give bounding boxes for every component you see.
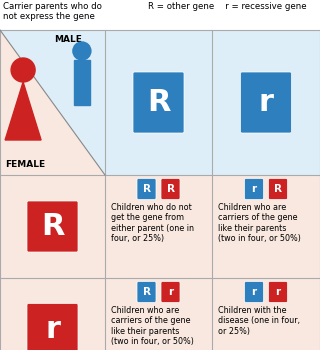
Bar: [0, 175, 105, 278]
Bar: [212, 278, 320, 350]
FancyBboxPatch shape: [244, 281, 263, 302]
Circle shape: [73, 42, 91, 60]
Text: R: R: [147, 88, 170, 117]
Text: Carrier parents who do
not express the gene: Carrier parents who do not express the g…: [3, 2, 102, 21]
Bar: [74, 60, 90, 105]
Text: r: r: [45, 315, 60, 343]
Bar: [105, 30, 212, 175]
Circle shape: [11, 58, 35, 82]
Bar: [105, 175, 212, 278]
Text: Children who are
carriers of the gene
like their parents
(two in four, or 50%): Children who are carriers of the gene li…: [111, 306, 194, 346]
FancyBboxPatch shape: [268, 178, 287, 199]
Bar: [105, 278, 212, 350]
FancyBboxPatch shape: [137, 178, 156, 199]
Text: FEMALE: FEMALE: [5, 160, 45, 169]
Text: r: r: [252, 184, 257, 194]
FancyBboxPatch shape: [161, 178, 180, 199]
FancyBboxPatch shape: [137, 281, 156, 302]
FancyBboxPatch shape: [133, 72, 184, 133]
Bar: [212, 175, 320, 278]
Text: MALE: MALE: [55, 35, 83, 44]
Text: R: R: [41, 212, 64, 241]
Text: r: r: [259, 88, 274, 117]
Text: Children who are
carriers of the gene
like their parents
(two in four, or 50%): Children who are carriers of the gene li…: [218, 203, 301, 243]
Polygon shape: [5, 82, 41, 140]
FancyBboxPatch shape: [268, 281, 287, 302]
Polygon shape: [0, 30, 105, 175]
Text: R: R: [142, 184, 150, 194]
FancyBboxPatch shape: [27, 201, 78, 252]
FancyBboxPatch shape: [244, 178, 263, 199]
Text: R: R: [166, 184, 174, 194]
Text: R: R: [142, 287, 150, 297]
Text: R: R: [274, 184, 282, 194]
Text: R = other gene    r = recessive gene: R = other gene r = recessive gene: [148, 2, 307, 11]
Text: Children with the
disease (one in four,
or 25%): Children with the disease (one in four, …: [218, 306, 300, 336]
Text: Children who do not
get the gene from
either parent (one in
four, or 25%): Children who do not get the gene from ei…: [111, 203, 194, 243]
Text: r: r: [168, 287, 173, 297]
Polygon shape: [0, 30, 105, 175]
Bar: [212, 30, 320, 175]
FancyBboxPatch shape: [161, 281, 180, 302]
FancyBboxPatch shape: [27, 303, 78, 350]
Bar: [0, 278, 105, 350]
Text: r: r: [252, 287, 257, 297]
Text: r: r: [276, 287, 281, 297]
FancyBboxPatch shape: [241, 72, 292, 133]
